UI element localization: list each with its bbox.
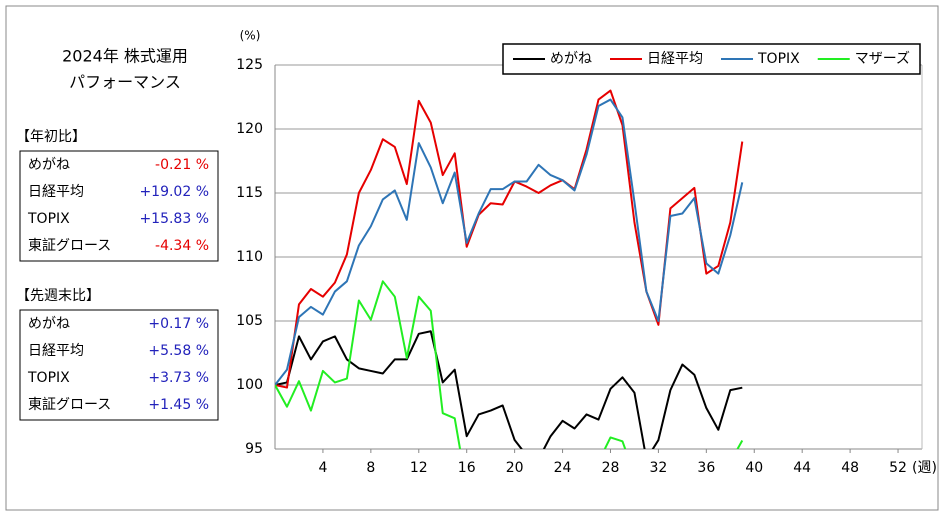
row-name: めがね bbox=[28, 316, 70, 332]
row-value: +15.83 % bbox=[139, 211, 209, 227]
y-tick-label: 120 bbox=[236, 121, 263, 137]
row-name: 東証グロース bbox=[28, 238, 111, 254]
row-name: 日経平均 bbox=[28, 184, 84, 200]
table-box bbox=[19, 150, 219, 262]
y-tick-label: 115 bbox=[236, 185, 263, 201]
x-tick-label: 16 bbox=[458, 460, 476, 476]
row-value: -4.34 % bbox=[155, 238, 209, 254]
legend-label: マザーズ bbox=[855, 51, 910, 67]
x-tick-label: 8 bbox=[366, 460, 375, 476]
x-tick-label: 4 bbox=[318, 460, 327, 476]
y-tick-label: 100 bbox=[236, 377, 263, 393]
legend-label: TOPIX bbox=[757, 51, 800, 67]
row-value: +1.45 % bbox=[148, 397, 209, 413]
x-tick-label: 40 bbox=[745, 460, 763, 476]
x-tick-label: 28 bbox=[602, 460, 620, 476]
series-line bbox=[275, 280, 744, 449]
x-tick-label: 36 bbox=[697, 460, 715, 476]
y-tick-label: 105 bbox=[236, 313, 263, 329]
series-line bbox=[275, 330, 743, 449]
series-line bbox=[275, 98, 744, 386]
title-line: パフォーマンス bbox=[69, 73, 181, 92]
legend-label: 日経平均 bbox=[647, 51, 703, 67]
x-axis-label: (週) bbox=[912, 460, 937, 476]
x-tick-label: 20 bbox=[506, 460, 524, 476]
x-tick-label: 12 bbox=[410, 460, 428, 476]
row-name: TOPIX bbox=[27, 370, 70, 386]
y-tick-label: 110 bbox=[236, 249, 263, 265]
y-tick-label: 95 bbox=[245, 441, 263, 457]
legend-label: めがね bbox=[550, 51, 592, 67]
row-value: +19.02 % bbox=[139, 184, 209, 200]
row-value: +5.58 % bbox=[148, 343, 209, 359]
x-tick-label: 52 bbox=[889, 460, 907, 476]
table-box bbox=[19, 309, 219, 421]
y-axis-label: (%) bbox=[240, 29, 261, 43]
x-tick-label: 48 bbox=[841, 460, 859, 476]
table-title: 【先週末比】 bbox=[16, 288, 100, 304]
row-value: +0.17 % bbox=[148, 316, 209, 332]
row-value: +3.73 % bbox=[148, 370, 209, 386]
x-tick-label: 32 bbox=[649, 460, 667, 476]
row-value: -0.21 % bbox=[155, 157, 209, 173]
row-name: めがね bbox=[28, 157, 70, 173]
row-name: TOPIX bbox=[27, 211, 70, 227]
y-tick-label: 125 bbox=[236, 57, 263, 73]
row-name: 東証グロース bbox=[28, 397, 111, 413]
plot-area bbox=[275, 89, 744, 449]
row-name: 日経平均 bbox=[28, 343, 84, 359]
x-tick-label: 24 bbox=[554, 460, 572, 476]
title-line: 2024年 株式運用 bbox=[62, 47, 188, 66]
table-title: 【年初比】 bbox=[16, 128, 86, 145]
x-tick-label: 44 bbox=[793, 460, 811, 476]
legend-box bbox=[502, 43, 921, 75]
